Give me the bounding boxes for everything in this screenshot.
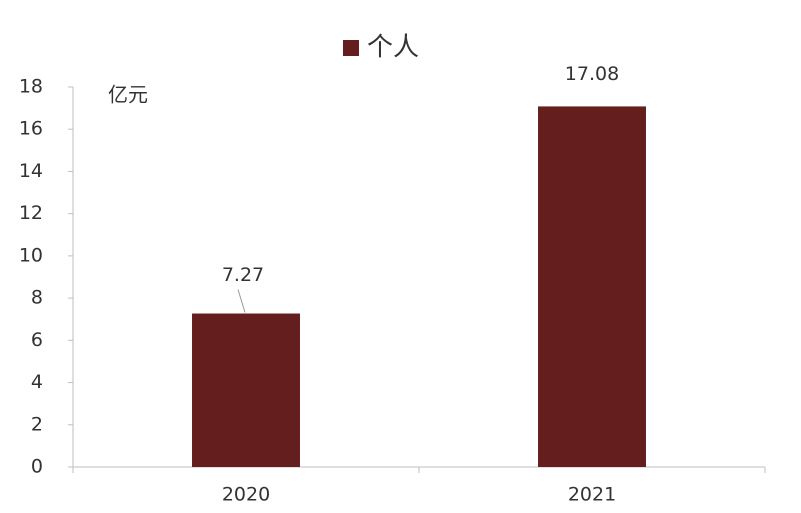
y-axis-label: 亿元 [108, 83, 148, 107]
y-tick-label: 0 [31, 456, 43, 478]
y-tick-label: 18 [19, 76, 43, 98]
x-tick-label: 2021 [568, 484, 616, 506]
value-label: 7.27 [222, 264, 264, 286]
y-tick-label: 6 [31, 329, 43, 351]
y-tick-label: 16 [19, 118, 43, 140]
legend-label: 个人 [367, 33, 419, 63]
y-tick-label: 12 [19, 202, 43, 224]
y-tick-label: 10 [19, 244, 43, 266]
legend-swatch [343, 40, 359, 56]
y-tick-label: 14 [19, 160, 43, 182]
x-tick-label: 2020 [222, 484, 270, 506]
y-tick-label: 2 [31, 413, 43, 435]
label-leader [237, 289, 246, 313]
bar [538, 106, 646, 467]
y-tick-label: 8 [31, 287, 43, 309]
y-tick-label: 4 [31, 371, 43, 393]
bar [192, 313, 300, 467]
value-label: 17.08 [565, 63, 619, 85]
